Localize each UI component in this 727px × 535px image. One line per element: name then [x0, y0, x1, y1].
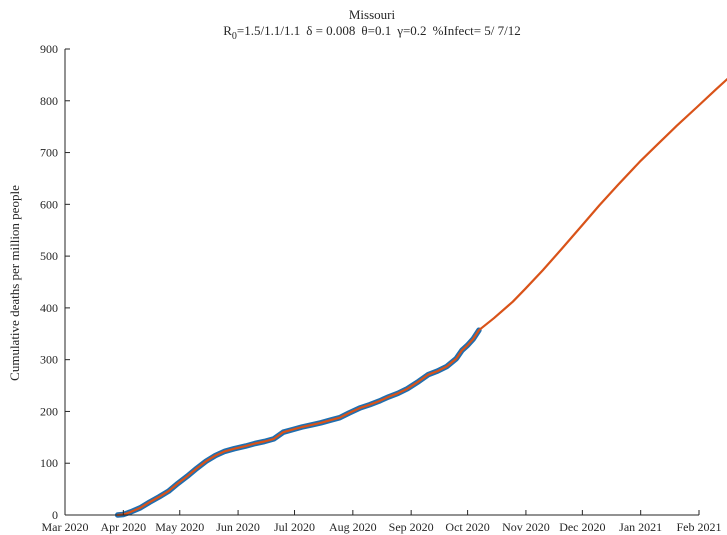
y-tick-label: 700 [40, 146, 58, 160]
y-tick-label: 400 [40, 301, 58, 315]
subtitle-gamma: γ=0.2 [396, 23, 426, 38]
plot-area [114, 77, 727, 518]
y-tick-label: 500 [40, 249, 58, 263]
y-tick-label: 100 [40, 456, 58, 470]
series-line-model [116, 77, 727, 517]
x-tick-label: Jun 2020 [216, 520, 260, 534]
x-tick-label: Mar 2020 [42, 520, 89, 534]
y-tick-label: 600 [40, 197, 58, 211]
subtitle-theta: θ=0.1 [361, 23, 391, 38]
x-tick-label: Dec 2020 [559, 520, 605, 534]
y-tick-label: 800 [40, 94, 58, 108]
x-tick-label: Jan 2021 [619, 520, 662, 534]
x-tick-label: Feb 2021 [677, 520, 722, 534]
x-tick-label: Aug 2020 [329, 520, 377, 534]
y-tick-label: 0 [52, 508, 58, 522]
x-tick-label: Nov 2020 [502, 520, 550, 534]
subtitle-r-values: =1.5/1.1/1.1 [237, 23, 300, 38]
x-tick-label: Sep 2020 [389, 520, 434, 534]
subtitle-delta: δ = 0.008 [306, 23, 355, 38]
x-tick-label: May 2020 [155, 520, 204, 534]
axes: 0 100 200 300 400 500 600 700 800 900 Mar 2020 Apr … [40, 42, 722, 534]
y-tick-label: 900 [40, 42, 58, 56]
subtitle-r-prefix: R [223, 23, 232, 38]
x-tick-label: Oct 2020 [445, 520, 489, 534]
x-tick-label: Apr 2020 [100, 520, 146, 534]
y-tick-label: 300 [40, 353, 58, 367]
x-tick-label: Jul 2020 [274, 520, 315, 534]
subtitle-r-subscript: 0 [232, 31, 237, 42]
subtitle-infect: %Infect= 5/ 7/12 [433, 23, 521, 38]
chart-title: Missouri [349, 7, 396, 22]
y-axis-label: Cumulative deaths per million people [7, 185, 22, 381]
y-tick-label: 200 [40, 404, 58, 418]
chart-subtitle: R0=1.5/1.1/1.1 δ = 0.008 θ=0.1 γ=0.2 %Infect… [223, 23, 521, 42]
